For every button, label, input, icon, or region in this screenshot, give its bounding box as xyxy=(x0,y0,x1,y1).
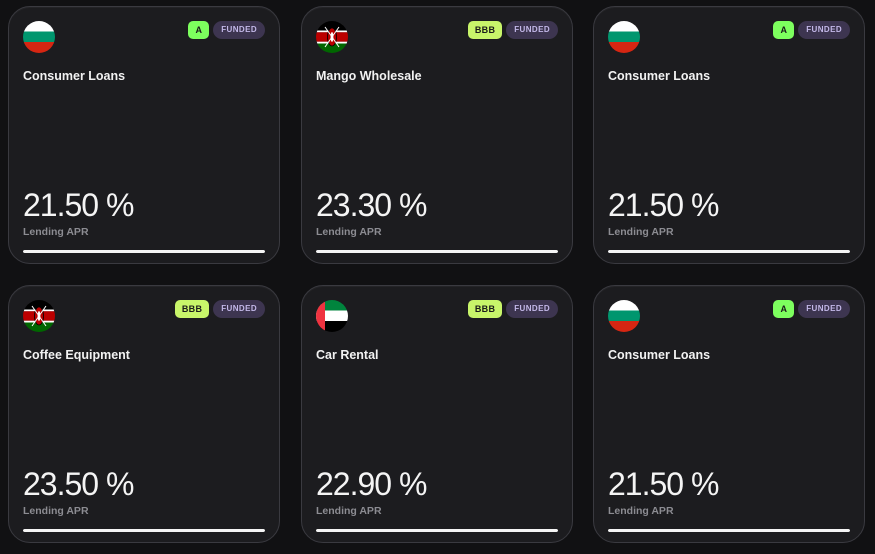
funding-progress-fill xyxy=(316,250,558,253)
funding-progress-bar xyxy=(316,250,558,253)
status-badge: FUNDED xyxy=(213,300,265,318)
funding-progress-bar xyxy=(608,250,850,253)
loan-card[interactable]: BBB FUNDED Car Rental 22.90 % Lending AP… xyxy=(301,285,573,543)
apr-label: Lending APR xyxy=(608,505,674,517)
rating-badge: BBB xyxy=(467,300,503,318)
loan-title: Consumer Loans xyxy=(23,69,126,83)
apr-label: Lending APR xyxy=(316,226,382,238)
apr-value: 21.50 % xyxy=(23,187,134,223)
funding-progress-fill xyxy=(316,529,558,532)
apr-value: 23.30 % xyxy=(316,187,427,223)
loan-card[interactable]: BBB FUNDED Coffee Equipment 23.50 % Lend… xyxy=(8,285,280,543)
loan-card[interactable]: BBB FUNDED Mango Wholesale 23.30 % Lendi… xyxy=(301,6,573,264)
apr-label: Lending APR xyxy=(23,505,89,517)
apr-value: 21.50 % xyxy=(608,466,719,502)
funding-progress-fill xyxy=(23,529,265,532)
bulgaria-flag-icon xyxy=(608,300,640,332)
apr-value: 22.90 % xyxy=(316,466,427,502)
apr-label: Lending APR xyxy=(23,226,89,238)
funding-progress-fill xyxy=(608,250,850,253)
kenya-flag-icon xyxy=(316,21,348,53)
status-badge: FUNDED xyxy=(506,300,558,318)
loan-card[interactable]: A FUNDED Consumer Loans 21.50 % Lending … xyxy=(593,285,865,543)
funding-progress-bar xyxy=(23,529,265,532)
bulgaria-flag-icon xyxy=(608,21,640,53)
apr-label: Lending APR xyxy=(316,505,382,517)
rating-badge: BBB xyxy=(174,300,210,318)
status-badge: FUNDED xyxy=(506,21,558,39)
loan-title: Consumer Loans xyxy=(608,69,711,83)
status-badge: FUNDED xyxy=(798,21,850,39)
loan-title: Mango Wholesale xyxy=(316,69,422,83)
loan-card[interactable]: A FUNDED Consumer Loans 21.50 % Lending … xyxy=(593,6,865,264)
rating-badge: BBB xyxy=(467,21,503,39)
loan-title: Car Rental xyxy=(316,348,379,362)
rating-badge: A xyxy=(188,21,210,39)
status-badge: FUNDED xyxy=(213,21,265,39)
apr-value: 23.50 % xyxy=(23,466,134,502)
apr-label: Lending APR xyxy=(608,226,674,238)
funding-progress-fill xyxy=(608,529,850,532)
kenya-flag-icon xyxy=(23,300,55,332)
rating-badge: A xyxy=(773,300,795,318)
funding-progress-bar xyxy=(608,529,850,532)
loan-title: Consumer Loans xyxy=(608,348,711,362)
uae-flag-icon xyxy=(316,300,348,332)
bulgaria-flag-icon xyxy=(23,21,55,53)
apr-value: 21.50 % xyxy=(608,187,719,223)
funding-progress-bar xyxy=(23,250,265,253)
loan-title: Coffee Equipment xyxy=(23,348,130,362)
status-badge: FUNDED xyxy=(798,300,850,318)
funding-progress-bar xyxy=(316,529,558,532)
funding-progress-fill xyxy=(23,250,265,253)
rating-badge: A xyxy=(773,21,795,39)
loan-card[interactable]: A FUNDED Consumer Loans 21.50 % Lending … xyxy=(8,6,280,264)
